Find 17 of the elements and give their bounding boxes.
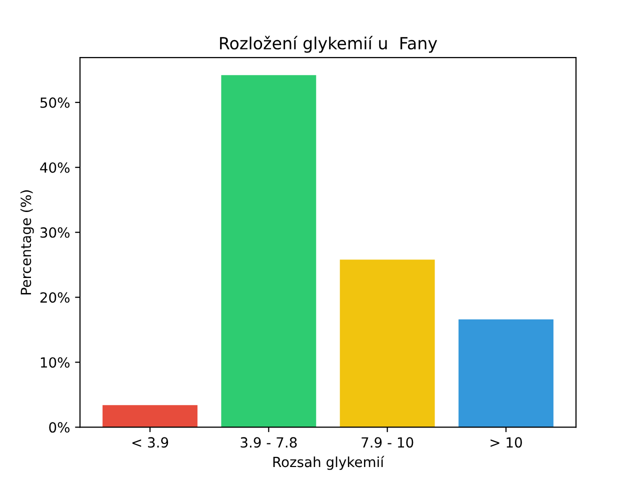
y-tick-label: 30% xyxy=(40,227,70,238)
bar xyxy=(340,260,435,428)
x-axis-title: Rozsah glykemií xyxy=(273,456,384,470)
bar xyxy=(458,319,554,428)
y-axis-title: Percentage (%) xyxy=(20,190,34,294)
bar xyxy=(102,405,198,428)
x-tick-label: > 10 xyxy=(490,437,522,448)
y-tick-label: 20% xyxy=(40,292,70,303)
chart-title: Rozložení glykemií u Fany xyxy=(220,36,438,53)
y-tick-label: 0% xyxy=(49,422,70,433)
y-tick-label: 50% xyxy=(40,97,70,108)
y-tick-label: 10% xyxy=(40,357,70,368)
y-tick-label: 40% xyxy=(40,162,70,173)
x-tick-label: 7.9 - 10 xyxy=(362,437,414,448)
bar xyxy=(221,75,316,428)
x-tick-label: < 3.9 xyxy=(132,437,168,448)
x-tick-label: 3.9 - 7.8 xyxy=(240,437,297,448)
